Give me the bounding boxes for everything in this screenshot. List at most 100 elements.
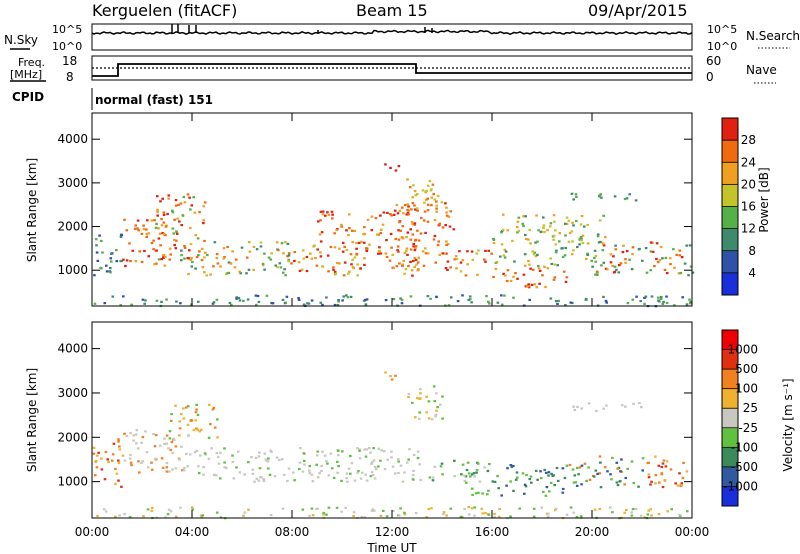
heatmap-cell (238, 299, 242, 302)
heatmap-cell (150, 219, 154, 222)
time-axis: 00:00 04:00 08:00 12:00 16:00 20:00 00:00 (75, 113, 709, 539)
heatmap-cell (319, 251, 322, 254)
heatmap-cell (584, 257, 588, 260)
heatmap-cell (470, 473, 474, 476)
heatmap-cell (216, 418, 219, 421)
heatmap-cell (516, 277, 519, 280)
heatmap-cell (165, 434, 169, 437)
heatmap-cell (470, 250, 474, 253)
heatmap-cell (348, 227, 351, 230)
heatmap-cell (475, 252, 479, 255)
x-tick-label: 08:00 (275, 525, 310, 539)
heatmap-cell (384, 163, 387, 166)
heatmap-cell (163, 437, 166, 440)
heatmap-cell (396, 212, 400, 215)
heatmap-cell (552, 278, 556, 281)
heatmap-cell (196, 237, 200, 240)
heatmap-cell (183, 246, 187, 249)
heatmap-cell (351, 240, 354, 244)
heatmap-cell (502, 254, 506, 257)
heatmap-cell (651, 250, 655, 253)
heatmap-cell (349, 253, 353, 256)
heatmap-cell (430, 204, 433, 207)
heatmap-cell (332, 268, 335, 271)
heatmap-cell (186, 423, 190, 426)
heatmap-cell (317, 220, 320, 223)
heatmap-cell (175, 232, 179, 235)
heatmap-cell (138, 471, 141, 474)
heatmap-cell (523, 253, 527, 256)
heatmap-cell (639, 514, 643, 517)
heatmap-cell (429, 189, 433, 192)
heatmap-cell (506, 467, 509, 470)
heatmap-cell (493, 512, 496, 516)
heatmap-cell (242, 514, 245, 517)
colorbar-tick-label: 28 (741, 133, 756, 147)
heatmap-cell (365, 249, 369, 253)
heatmap-cell (114, 467, 117, 471)
heatmap-cell (399, 297, 402, 300)
heatmap-cell (458, 250, 461, 253)
heatmap-cell (509, 515, 512, 518)
heatmap-cell (483, 466, 486, 469)
freq-label-2: [MHz] (10, 68, 42, 81)
heatmap-cell (363, 448, 367, 451)
heatmap-cell (595, 409, 598, 413)
heatmap-cell (549, 297, 553, 300)
heatmap-cell (436, 244, 440, 247)
heatmap-cell (245, 272, 248, 275)
heatmap-cell (516, 476, 519, 479)
heatmap-cell (463, 474, 466, 477)
heatmap-cell (308, 465, 312, 468)
heatmap-cell (576, 405, 579, 408)
heatmap-cell (549, 481, 553, 484)
heatmap-cell (564, 234, 567, 237)
heatmap-cell (484, 249, 487, 252)
heatmap-cell (168, 437, 172, 440)
heatmap-cell (542, 490, 545, 493)
heatmap-cell (301, 508, 305, 511)
x-tick-label: 00:00 (75, 525, 110, 539)
heatmap-cell (255, 248, 259, 251)
heatmap-cell (431, 183, 435, 186)
heatmap-cell (619, 262, 623, 265)
heatmap-cell (231, 454, 234, 457)
heatmap-cell (144, 299, 147, 302)
heatmap-cell (353, 479, 357, 482)
heatmap-cell (345, 472, 349, 475)
nsky-tick-lo: 10^0 (52, 40, 82, 53)
heatmap-cell (182, 469, 186, 472)
heatmap-cell (280, 458, 284, 461)
heatmap-cell (320, 469, 323, 473)
heatmap-cell (183, 201, 187, 204)
heatmap-cell (593, 249, 597, 252)
heatmap-cell (424, 191, 427, 194)
heatmap-cell (413, 257, 416, 260)
heatmap-cell (399, 229, 403, 232)
heatmap-cell (632, 481, 636, 485)
heatmap-cell (319, 255, 323, 258)
heatmap-cell (536, 240, 539, 243)
heatmap-cell (394, 472, 397, 475)
heatmap-cell (353, 256, 357, 259)
heatmap-cell (98, 234, 101, 237)
heatmap-cell (430, 196, 434, 199)
heatmap-cell (620, 458, 623, 461)
heatmap-cell (215, 256, 219, 260)
heatmap-cell (615, 461, 619, 464)
heatmap-cell (541, 274, 544, 277)
heatmap-cell (212, 265, 215, 268)
heatmap-cell (535, 286, 538, 289)
heatmap-cell (167, 447, 170, 450)
heatmap-cell (155, 299, 159, 302)
heatmap-cell (395, 203, 399, 207)
heatmap-cell (215, 298, 219, 301)
heatmap-cell (195, 403, 199, 406)
heatmap-cell (565, 276, 569, 279)
heatmap-cell (194, 411, 198, 414)
heatmap-cell (212, 406, 216, 409)
heatmap-cell (187, 272, 190, 276)
heatmap-cell (553, 263, 557, 266)
heatmap-cell (171, 211, 175, 214)
heatmap-cell (159, 244, 162, 247)
